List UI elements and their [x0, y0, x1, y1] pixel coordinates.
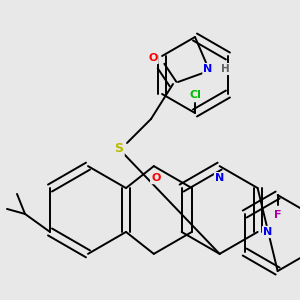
- Text: Cl: Cl: [189, 90, 201, 100]
- Text: H: H: [220, 64, 230, 74]
- Text: N: N: [263, 227, 272, 237]
- Text: S: S: [115, 142, 124, 155]
- Text: N: N: [203, 64, 213, 74]
- Text: O: O: [148, 53, 158, 63]
- Text: N: N: [215, 173, 224, 183]
- Text: O: O: [151, 173, 160, 183]
- Text: F: F: [274, 210, 281, 220]
